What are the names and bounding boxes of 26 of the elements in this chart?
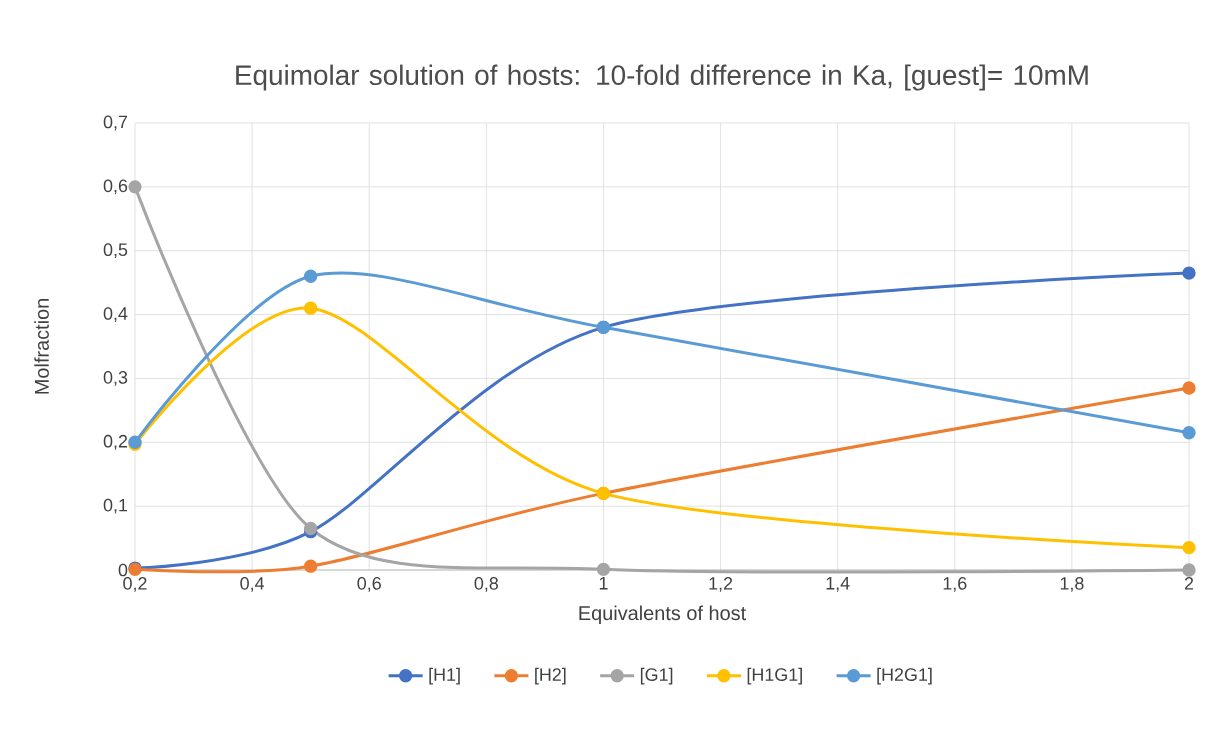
x-tick-label: 0,6	[357, 577, 381, 592]
x-tick-label: 0,4	[240, 577, 265, 592]
y-tick-label: 0,7	[103, 115, 128, 131]
x-tick-label: 0,8	[474, 577, 499, 592]
x-tick-label: 1,2	[709, 577, 733, 592]
y-tick-label: 0,2	[103, 434, 128, 450]
legend-label: [H2]	[535, 667, 566, 685]
legend-label: [G1]	[640, 667, 673, 685]
y-tick-label: 0,1	[103, 498, 128, 514]
y-axis-title: Molfraction	[34, 299, 49, 394]
x-tick-label: 1,6	[943, 577, 967, 592]
y-tick-label: 0,6	[103, 179, 128, 195]
x-tick-label: 2	[1184, 577, 1194, 590]
x-tick-label: 1,4	[826, 577, 850, 592]
y-tick-label: 0	[118, 563, 128, 577]
y-tick-label: 0,5	[103, 243, 128, 259]
y-tick-label: 0,3	[103, 371, 128, 386]
legend-label: [H1G1]	[747, 667, 802, 685]
legend-label: [H2G1]	[877, 667, 932, 685]
x-tick-label: 0,2	[123, 577, 147, 592]
x-tick-label: 1,8	[1060, 577, 1084, 592]
y-tick-label: 0,4	[103, 307, 128, 322]
legend-label: [H1]	[429, 667, 460, 685]
chart-title: Equimolar solution of hosts: 10-fold difference in Ka, [guest]= 10mM	[236, 64, 1088, 91]
x-tick-label: 1	[599, 577, 608, 590]
x-axis-title: Equivalents of host	[579, 605, 747, 625]
